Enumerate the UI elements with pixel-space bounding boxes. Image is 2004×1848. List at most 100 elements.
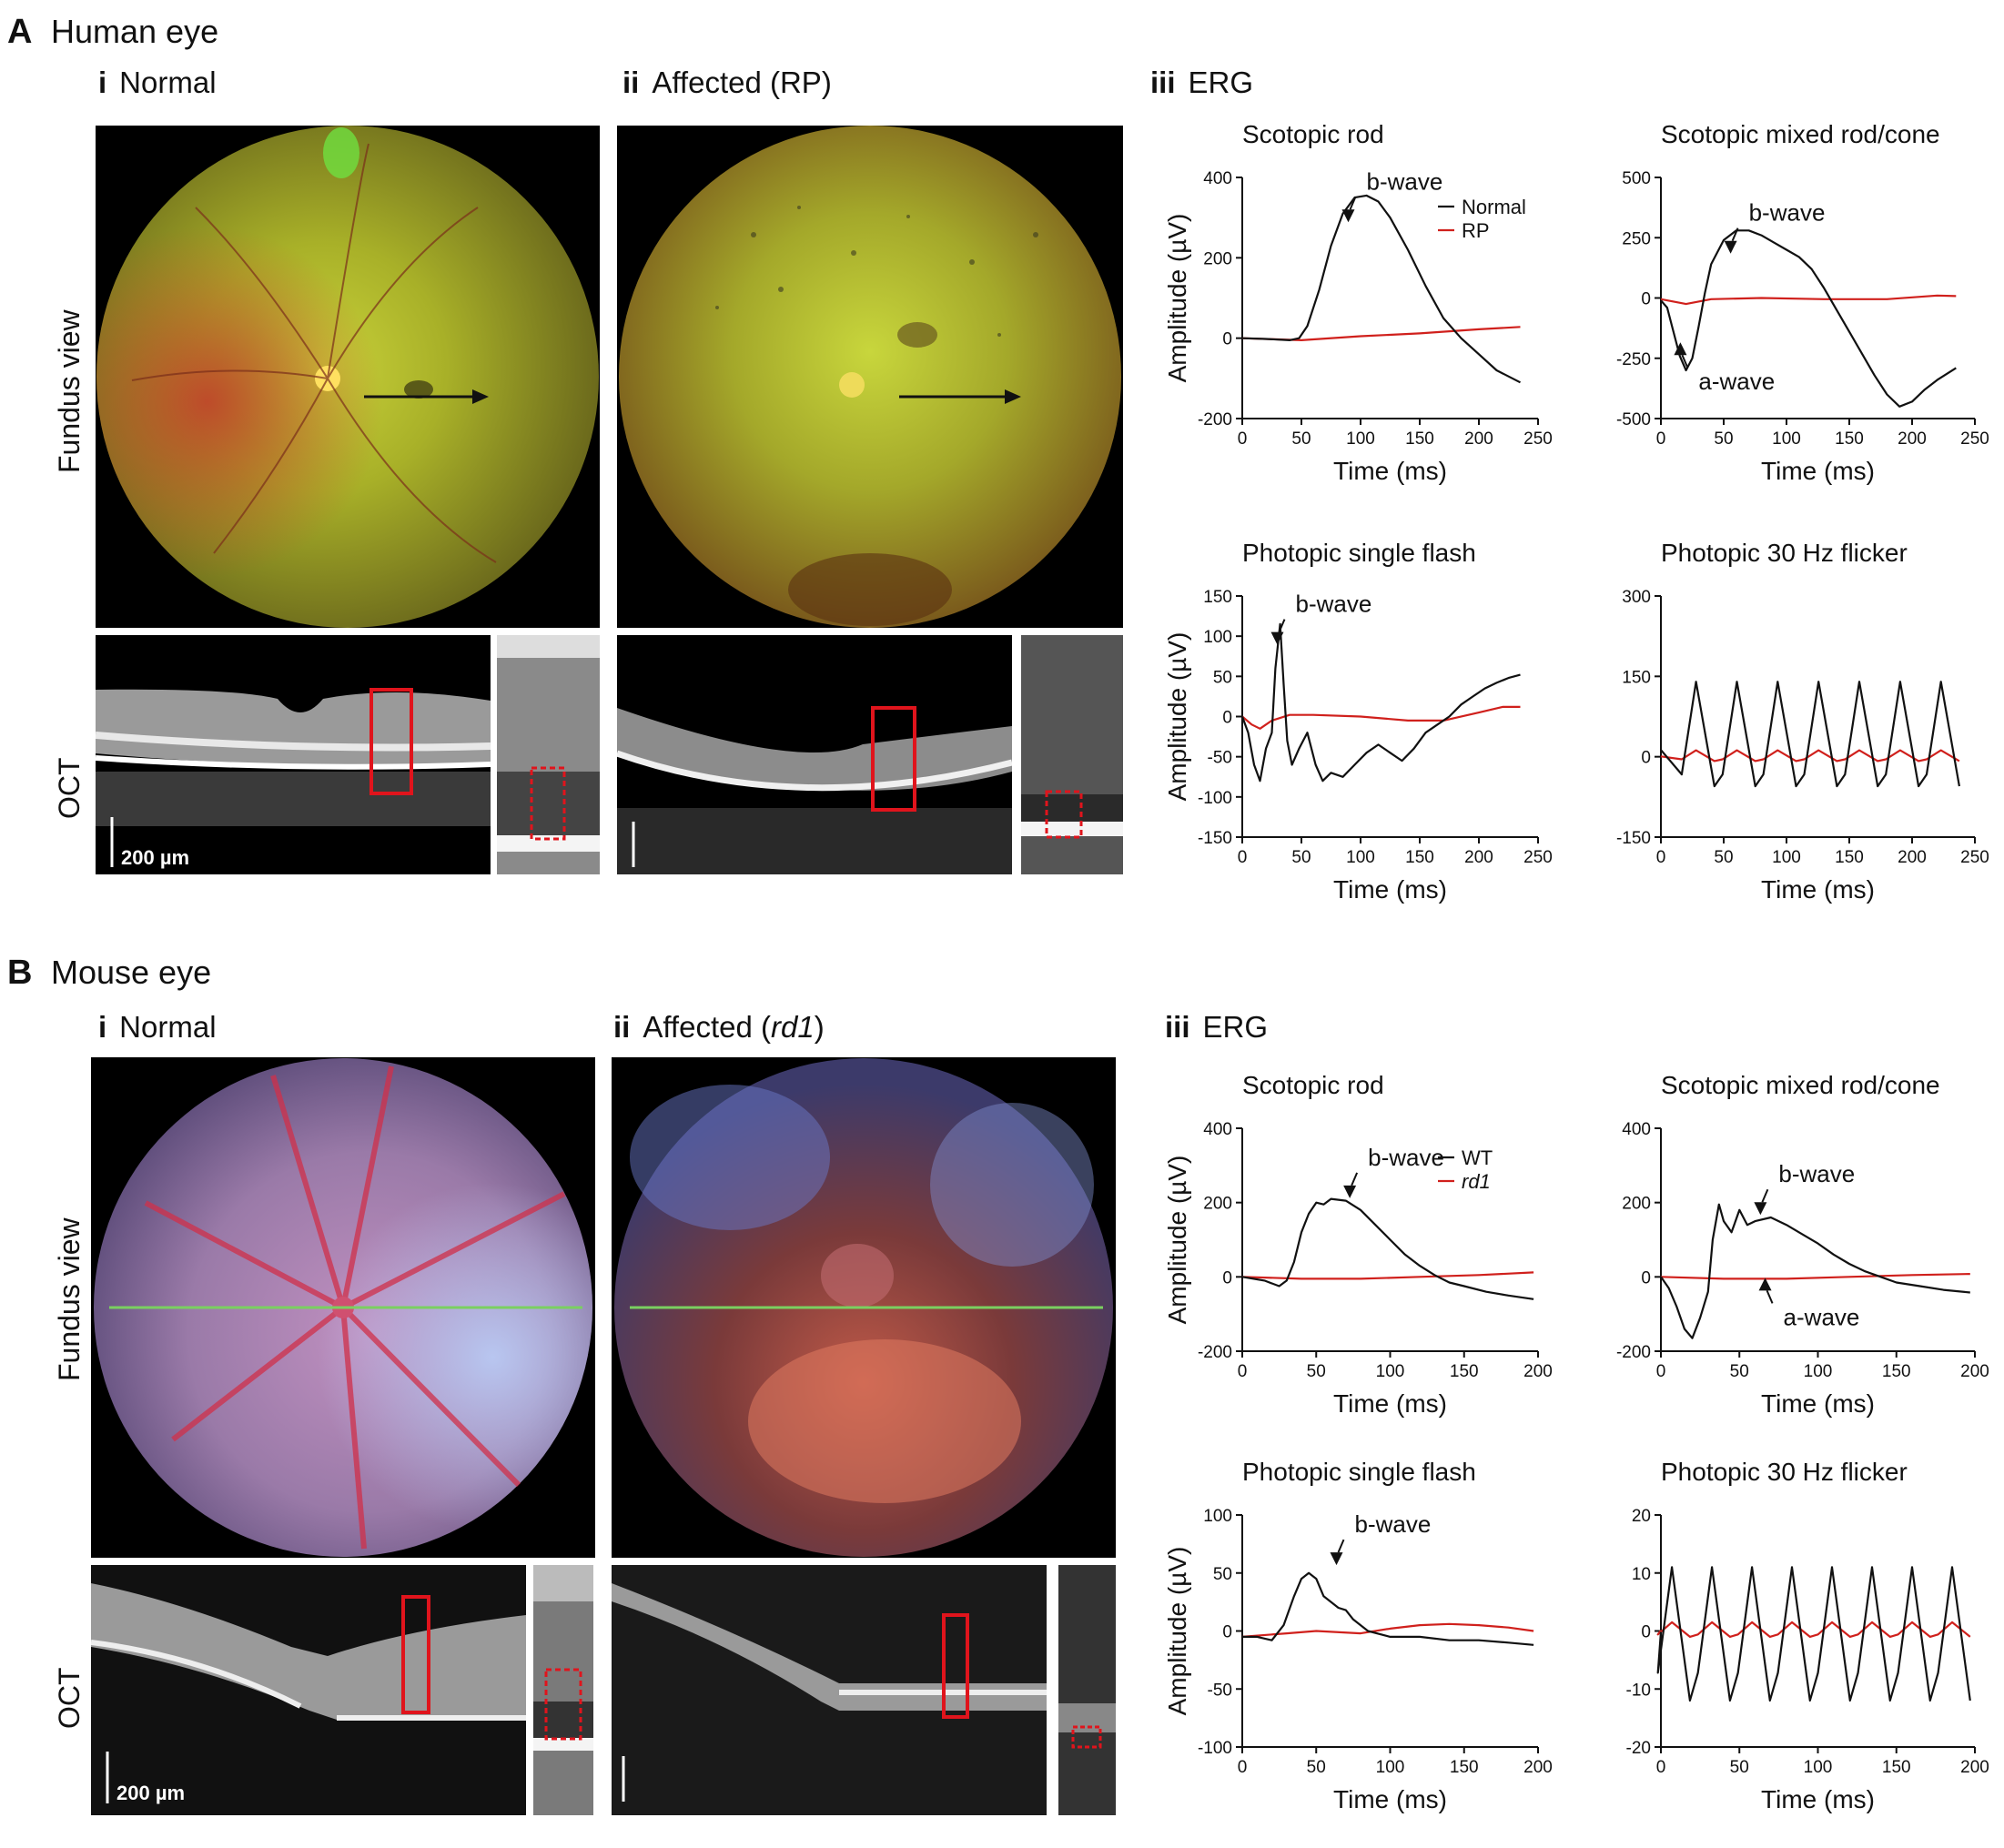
legend-label: RP [1462,219,1490,242]
subpanel-a-iii: iii ERG [1150,66,1254,99]
mouse-normal-oct-image: 200 µm [91,1565,526,1815]
annotation-arrow [1761,1188,1769,1203]
human-rp-fundus-image [617,126,1123,628]
chart-svg: Scotopic rod 0 50 100 150 200 -200 0 200 400 Time … [1163,1071,1553,1418]
y-tick-label: 50 [1213,1565,1232,1584]
subpanel-b-i: i Normal [98,1010,217,1044]
x-tick-label: 50 [1730,1362,1749,1381]
x-axis-label: Time (ms) [1761,875,1875,904]
x-axis-label: Time (ms) [1333,1785,1447,1813]
y-tick-label: 400 [1203,1120,1232,1139]
human-normal-oct-zoom-image [497,635,600,874]
x-tick-label: 100 [1772,429,1801,449]
legend-label: rd1 [1462,1170,1491,1193]
x-tick-label: 150 [1835,848,1864,867]
chart-title: Photopic single flash [1242,539,1476,567]
y-tick-label: 100 [1203,1507,1232,1526]
annotation-arrowhead [1758,1277,1772,1291]
x-tick-label: 200 [1464,848,1493,867]
panel-title-b: Mouse eye [51,954,212,991]
series-line-rd1 [1241,1271,1534,1280]
y-tick-label: -100 [1198,789,1232,808]
chart-svg: Photopic single flash 0 50 100 150 200 250 -150… [1163,539,1553,904]
y-tick-label: 0 [1641,1268,1651,1288]
annotation-arrow [1337,1539,1345,1553]
annotation-arrow [1278,619,1286,633]
y-tick-label: 200 [1203,249,1232,268]
y-tick-label: 200 [1622,1195,1651,1214]
y-tick-label: 0 [1641,749,1651,768]
annotation-label: b-wave [1367,167,1443,195]
annotation-arrowhead [1330,1552,1343,1566]
x-tick-label: 150 [1835,429,1864,449]
oct-label-b: OCT [53,1667,86,1729]
chart-title: Scotopic mixed rod/cone [1661,1071,1940,1099]
x-tick-label: 100 [1346,429,1375,449]
series-line-WT [1241,1197,1534,1300]
erg-chart-b-scotopic-rod: Scotopic rod 0 50 100 150 200 -200 0 200 400 Time … [1156,1065,1556,1438]
annotation-arrowhead [1343,1185,1357,1198]
y-tick-label: -200 [1198,410,1232,429]
x-tick-label: 150 [1882,1758,1911,1777]
x-tick-label: 150 [1405,429,1434,449]
series-line-RP [1241,705,1521,730]
x-tick-label: 0 [1656,1758,1666,1777]
erg-chart-b-photopic-flash: Photopic single flash 0 50 100 150 200 -100 -50… [1156,1451,1556,1833]
series-line-Normal [1660,681,1960,788]
y-tick-label: -150 [1616,829,1651,848]
series-line-rd1 [1656,1621,1971,1638]
x-tick-label: 0 [1656,848,1666,867]
x-tick-label: 200 [1960,1758,1989,1777]
erg-chart-a-photopic-flicker: Photopic 30 Hz flicker 0 50 100 150 200 250 -15… [1574,532,1993,924]
chart-title: Photopic 30 Hz flicker [1661,539,1908,567]
annotation-label: b-wave [1778,1160,1855,1187]
x-axis-label: Time (ms) [1761,457,1875,485]
y-tick-label: -50 [1208,1681,1232,1700]
y-tick-label: 20 [1632,1507,1651,1526]
series-line-WT [1242,1571,1534,1646]
series-line-rd1 [1660,1273,1970,1280]
x-tick-label: 50 [1714,848,1733,867]
x-tick-label: 50 [1714,429,1733,449]
series-line-Normal [1241,194,1522,384]
x-tick-label: 100 [1376,1758,1405,1777]
y-tick-label: -150 [1198,829,1232,848]
x-tick-label: 100 [1376,1362,1405,1381]
mouse-rd1-oct-zoom-image [1058,1565,1116,1815]
x-tick-label: 200 [1898,429,1927,449]
y-tick-label: 0 [1641,1623,1651,1642]
x-tick-label: 50 [1730,1758,1749,1777]
x-tick-label: 200 [1898,848,1927,867]
series-line-Normal [1240,622,1521,783]
human-rp-oct-image [617,635,1012,874]
x-tick-label: 0 [1656,1362,1666,1381]
y-tick-label: -200 [1616,1343,1651,1362]
scale-bar-label-a: 200 µm [121,846,189,869]
x-tick-label: 100 [1772,848,1801,867]
x-tick-label: 100 [1804,1758,1833,1777]
x-tick-label: 50 [1307,1758,1326,1777]
annotation-arrowhead [1270,631,1284,645]
fundus-label-b: Fundus view [53,1217,86,1381]
chart-title: Photopic 30 Hz flicker [1661,1458,1908,1486]
annotation-arrowhead [1674,342,1687,356]
annotation-label: a-wave [1698,368,1775,395]
legend-label: WT [1462,1146,1493,1169]
y-axis-label: Amplitude (µV) [1163,632,1191,802]
chart-title: Scotopic rod [1242,120,1384,148]
y-tick-label: -100 [1198,1739,1232,1758]
x-tick-label: 0 [1238,848,1248,867]
y-tick-label: 500 [1622,169,1651,188]
x-axis-label: Time (ms) [1333,457,1447,485]
chart-svg: Photopic single flash 0 50 100 150 200 -100 -50… [1163,1458,1553,1813]
x-tick-label: 200 [1523,1362,1553,1381]
y-tick-label: -500 [1616,410,1651,429]
chart-title: Scotopic rod [1242,1071,1384,1099]
x-tick-label: 150 [1450,1362,1479,1381]
x-tick-label: 50 [1307,1362,1326,1381]
panel-title-a: Human eye [51,13,219,50]
erg-chart-a-scotopic-mixed: Scotopic mixed rod/cone 0 50 100 150 200 250 -5… [1574,114,1993,505]
y-tick-label: 200 [1203,1195,1232,1214]
x-axis-label: Time (ms) [1333,875,1447,904]
y-tick-label: 400 [1203,169,1232,188]
